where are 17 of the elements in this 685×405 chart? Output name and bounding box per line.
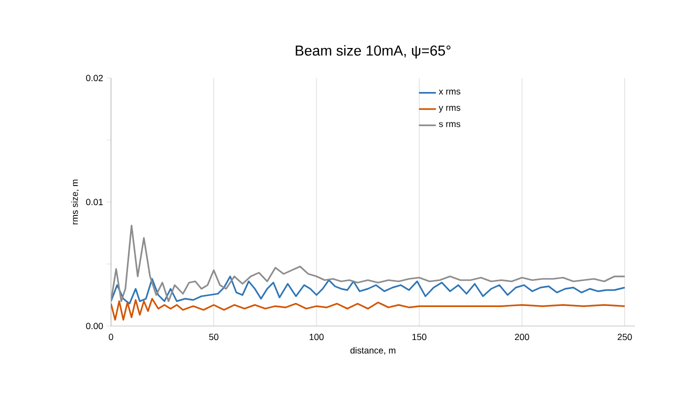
- line-series: [111, 276, 626, 304]
- legend-label: s rms: [438, 122, 460, 128]
- y-tick-label: 0.02: [86, 74, 103, 82]
- chart-title: Beam size 10mA, ψ=65°: [296, 45, 450, 59]
- y-tick-label: 0.00: [86, 322, 103, 330]
- x-tick-label: 200: [514, 334, 530, 340]
- x-tick-label: 50: [209, 334, 218, 340]
- y-axis-title: rms size, m: [71, 180, 79, 224]
- x-tick-label: 250: [618, 334, 632, 340]
- x-tick-label: 100: [310, 334, 324, 340]
- legend-label: x rms: [438, 90, 460, 95]
- x-tick-label: 150: [412, 334, 426, 340]
- x-axis-title: distance, m: [350, 346, 396, 355]
- line-series: [111, 224, 626, 302]
- y-tick-label: 0.01: [86, 198, 103, 206]
- x-tick-label: 0: [108, 334, 114, 340]
- legend-label: y rms: [438, 106, 460, 113]
